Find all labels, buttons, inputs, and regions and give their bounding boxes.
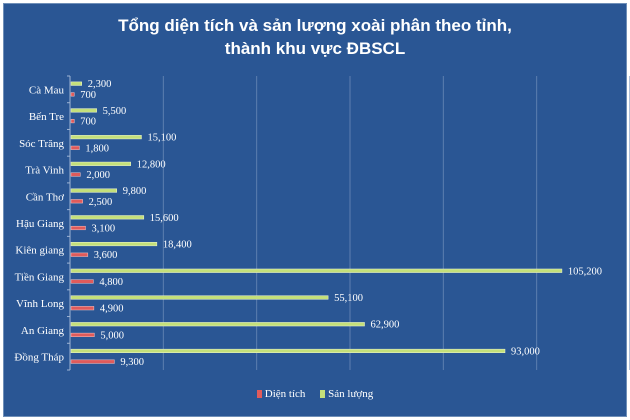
bar-dien-tich xyxy=(70,199,83,204)
data-label-dien-tich: 1,800 xyxy=(85,143,109,154)
category-label: Đồng Tháp xyxy=(14,352,64,364)
bar-dien-tich xyxy=(70,172,81,177)
data-label-san-luong: 55,100 xyxy=(334,293,363,304)
chart-title-line-1: Tổng diện tích và sản lượng xoài phân th… xyxy=(118,16,512,35)
data-label-dien-tich: 9,300 xyxy=(120,357,144,368)
category-label: Tiền Giang xyxy=(15,271,65,283)
bar-san-luong xyxy=(70,81,82,86)
legend-item-dien-tich: Diện tích xyxy=(256,388,306,400)
data-label-dien-tich: 700 xyxy=(80,117,96,128)
bar-san-luong xyxy=(70,322,365,327)
bar-dien-tich xyxy=(70,279,94,284)
data-label-san-luong: 9,800 xyxy=(123,186,147,197)
bar-san-luong xyxy=(70,241,158,247)
data-label-dien-tich: 3,600 xyxy=(94,250,118,261)
data-label-san-luong: 2,300 xyxy=(88,79,112,90)
data-label-san-luong: 105,200 xyxy=(568,266,602,277)
category-label: Cà Mau xyxy=(29,84,65,96)
bar-dien-tich xyxy=(70,225,86,231)
data-label-dien-tich: 5,000 xyxy=(100,330,124,341)
category-label: An Giang xyxy=(21,325,65,337)
bar-san-luong xyxy=(70,135,142,140)
legend: Diện tích Sản lượng xyxy=(0,388,630,400)
category-label: Vĩnh Long xyxy=(16,298,64,310)
data-label-san-luong: 15,100 xyxy=(147,133,176,144)
bar-san-luong xyxy=(70,295,329,300)
category-label: Sóc Trăng xyxy=(19,138,64,150)
data-label-san-luong: 62,900 xyxy=(371,320,400,331)
data-label-san-luong: 12,800 xyxy=(137,159,166,170)
category-label: Bến Tre xyxy=(29,111,64,123)
chart-area xyxy=(3,3,627,417)
data-label-dien-tich: 4,900 xyxy=(100,304,124,315)
legend-swatch-san-luong xyxy=(320,390,326,398)
category-label: Kiên giang xyxy=(15,245,64,257)
bar-dien-tich xyxy=(70,332,95,337)
chart-title-line-2: thành khu vực ĐBSCL xyxy=(224,39,406,58)
data-label-dien-tich: 4,800 xyxy=(99,277,123,288)
bar-san-luong xyxy=(70,108,97,113)
bar-dien-tich xyxy=(70,359,115,364)
bar-san-luong xyxy=(70,161,131,166)
data-label-dien-tich: 2,500 xyxy=(89,197,113,208)
bar-dien-tich xyxy=(70,306,95,311)
legend-item-san-luong: Sản lượng xyxy=(320,388,373,400)
data-label-san-luong: 15,600 xyxy=(150,213,179,224)
bar-san-luong xyxy=(70,268,563,273)
data-label-dien-tich: 3,100 xyxy=(91,224,115,235)
data-label-dien-tich: 2,000 xyxy=(86,170,110,181)
bar-dien-tich xyxy=(70,92,75,97)
data-label-san-luong: 5,500 xyxy=(103,106,127,117)
bar-san-luong xyxy=(70,188,117,193)
data-label-san-luong: 18,400 xyxy=(163,240,192,251)
legend-swatch-dien-tich xyxy=(256,390,262,398)
category-label: Cần Thơ xyxy=(26,191,64,203)
data-label-dien-tich: 700 xyxy=(80,90,96,101)
bar-dien-tich xyxy=(70,252,89,257)
bar-san-luong xyxy=(70,348,506,354)
bar-dien-tich xyxy=(70,119,75,124)
category-label: Trà Vinh xyxy=(25,165,64,177)
chart-title: Tổng diện tích và sản lượng xoài phân th… xyxy=(0,14,630,60)
bar-dien-tich xyxy=(70,145,80,150)
category-label: Hậu Giang xyxy=(16,218,64,230)
bar-san-luong xyxy=(70,215,145,220)
legend-label-dien-tich: Diện tích xyxy=(264,388,306,400)
data-label-san-luong: 93,000 xyxy=(511,346,540,357)
legend-label-san-luong: Sản lượng xyxy=(328,388,374,400)
